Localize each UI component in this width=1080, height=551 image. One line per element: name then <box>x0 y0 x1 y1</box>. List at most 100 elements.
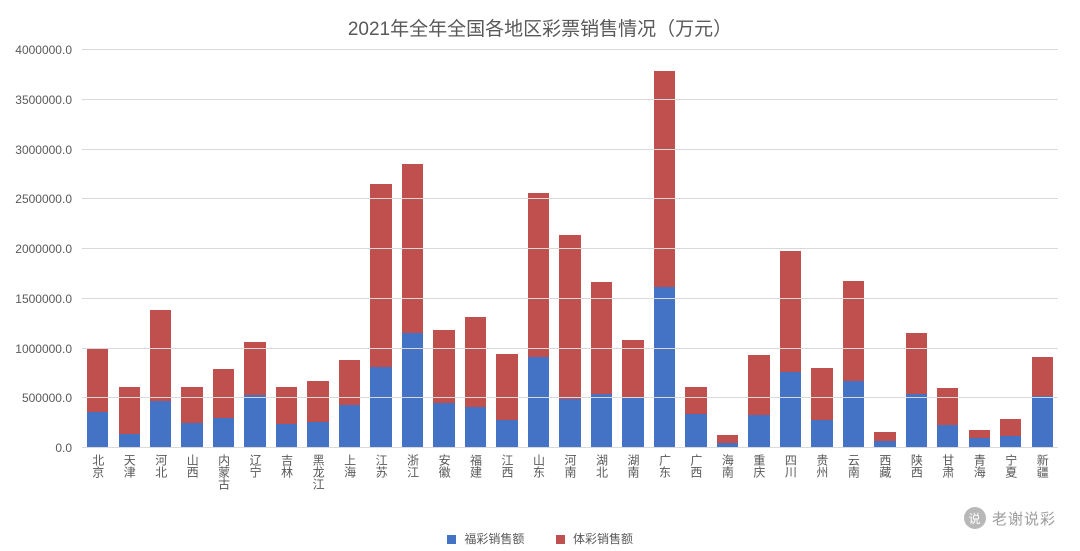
bar-slot <box>838 50 869 448</box>
bar-segment-sports <box>843 281 864 381</box>
x-tick-label: 浙江 <box>407 454 419 478</box>
bar-slot <box>491 50 522 448</box>
bar-segment-welfare <box>339 405 360 448</box>
legend-label-sports: 体彩销售额 <box>573 532 633 546</box>
x-tick-label: 西藏 <box>879 454 891 478</box>
x-tick-label: 重庆 <box>753 454 765 478</box>
bar <box>906 333 927 448</box>
bar <box>370 184 391 448</box>
bar <box>811 368 832 448</box>
bar <box>339 360 360 448</box>
bar-slot <box>901 50 932 448</box>
bar-segment-welfare <box>591 394 612 448</box>
bar <box>843 281 864 448</box>
bar-slot <box>365 50 396 448</box>
bar-segment-welfare <box>906 394 927 448</box>
bar-slot <box>1027 50 1058 448</box>
legend-item-sports: 体彩销售额 <box>556 530 633 547</box>
x-tick-label: 北京 <box>92 454 104 478</box>
chart-title: 2021年全年全国各地区彩票销售情况（万元） <box>0 0 1080 49</box>
bar-segment-welfare <box>685 414 706 448</box>
bar-slot <box>617 50 648 448</box>
bar <box>654 71 675 448</box>
bar-slot <box>208 50 239 448</box>
bar-slot <box>397 50 428 448</box>
bar-slot <box>460 50 491 448</box>
bar-segment-sports <box>780 251 801 372</box>
x-axis-labels: 北京天津河北山西内蒙古辽宁吉林黑龙江上海江苏浙江安徽福建江西山东河南湖北湖南广东… <box>82 450 1058 510</box>
x-tick-label: 河南 <box>564 454 576 478</box>
bar-segment-welfare <box>370 367 391 448</box>
gridline <box>82 348 1058 349</box>
gridline <box>82 248 1058 249</box>
bar-segment-sports <box>528 193 549 357</box>
x-tick-label: 江西 <box>501 454 513 478</box>
bar-segment-welfare <box>559 399 580 448</box>
bar-segment-sports <box>969 430 990 438</box>
bar-segment-sports <box>339 360 360 405</box>
legend: 福彩销售额 体彩销售额 <box>0 530 1080 547</box>
x-tick-label: 湖南 <box>627 454 639 478</box>
y-axis-labels: 0.0500000.01000000.01500000.02000000.025… <box>0 50 76 448</box>
bar-segment-sports <box>717 435 738 443</box>
x-tick-label: 贵州 <box>816 454 828 478</box>
x-tick-label: 广西 <box>690 454 702 478</box>
bar-segment-welfare <box>87 412 108 448</box>
bar-segment-sports <box>87 348 108 413</box>
bar-slot <box>239 50 270 448</box>
bar-slot <box>271 50 302 448</box>
x-tick-label: 海南 <box>721 454 733 478</box>
bar <box>244 342 265 448</box>
legend-label-welfare: 福彩销售额 <box>464 532 524 546</box>
bar-slot <box>82 50 113 448</box>
bar-slot <box>932 50 963 448</box>
bar-slot <box>743 50 774 448</box>
bar-segment-welfare <box>496 420 517 448</box>
bar <box>874 432 895 448</box>
bar <box>780 251 801 448</box>
legend-swatch-welfare <box>447 535 456 544</box>
gridline <box>82 397 1058 398</box>
bar <box>1032 357 1053 448</box>
y-tick-label: 2000000.0 <box>15 242 72 256</box>
bar-slot <box>869 50 900 448</box>
y-tick-label: 500000.0 <box>22 391 72 405</box>
y-tick-label: 3500000.0 <box>15 93 72 107</box>
bar <box>1000 419 1021 448</box>
gridline <box>82 99 1058 100</box>
bar-slot <box>523 50 554 448</box>
gridline <box>82 298 1058 299</box>
bar-slot <box>334 50 365 448</box>
bar <box>402 164 423 448</box>
bar <box>213 369 234 448</box>
bar-slot <box>428 50 459 448</box>
bar-segment-sports <box>496 354 517 421</box>
bar-segment-sports <box>150 310 171 402</box>
bar-segment-welfare <box>150 401 171 448</box>
bar-segment-welfare <box>213 418 234 448</box>
y-tick-label: 1000000.0 <box>15 342 72 356</box>
bar-slot <box>712 50 743 448</box>
bar <box>559 235 580 448</box>
x-tick-label: 安徽 <box>438 454 450 478</box>
bar-slot <box>995 50 1026 448</box>
gridline <box>82 149 1058 150</box>
gridline <box>82 198 1058 199</box>
y-tick-label: 4000000.0 <box>15 43 72 57</box>
x-tick-label: 陕西 <box>910 454 922 478</box>
bar <box>465 317 486 448</box>
bar-segment-welfare <box>654 287 675 448</box>
bar-segment-welfare <box>465 407 486 448</box>
x-tick-label: 青海 <box>973 454 985 478</box>
x-tick-label: 江苏 <box>375 454 387 478</box>
legend-item-welfare: 福彩销售额 <box>447 530 524 547</box>
bar-segment-sports <box>1032 357 1053 396</box>
bar-segment-welfare <box>748 415 769 448</box>
x-tick-label: 宁夏 <box>1005 454 1017 478</box>
x-tick-label: 广东 <box>658 454 670 478</box>
x-tick-label: 云南 <box>847 454 859 478</box>
gridline <box>82 49 1058 50</box>
bar-segment-sports <box>119 387 140 434</box>
x-tick-label: 甘肃 <box>942 454 954 478</box>
bar-segment-sports <box>213 369 234 418</box>
